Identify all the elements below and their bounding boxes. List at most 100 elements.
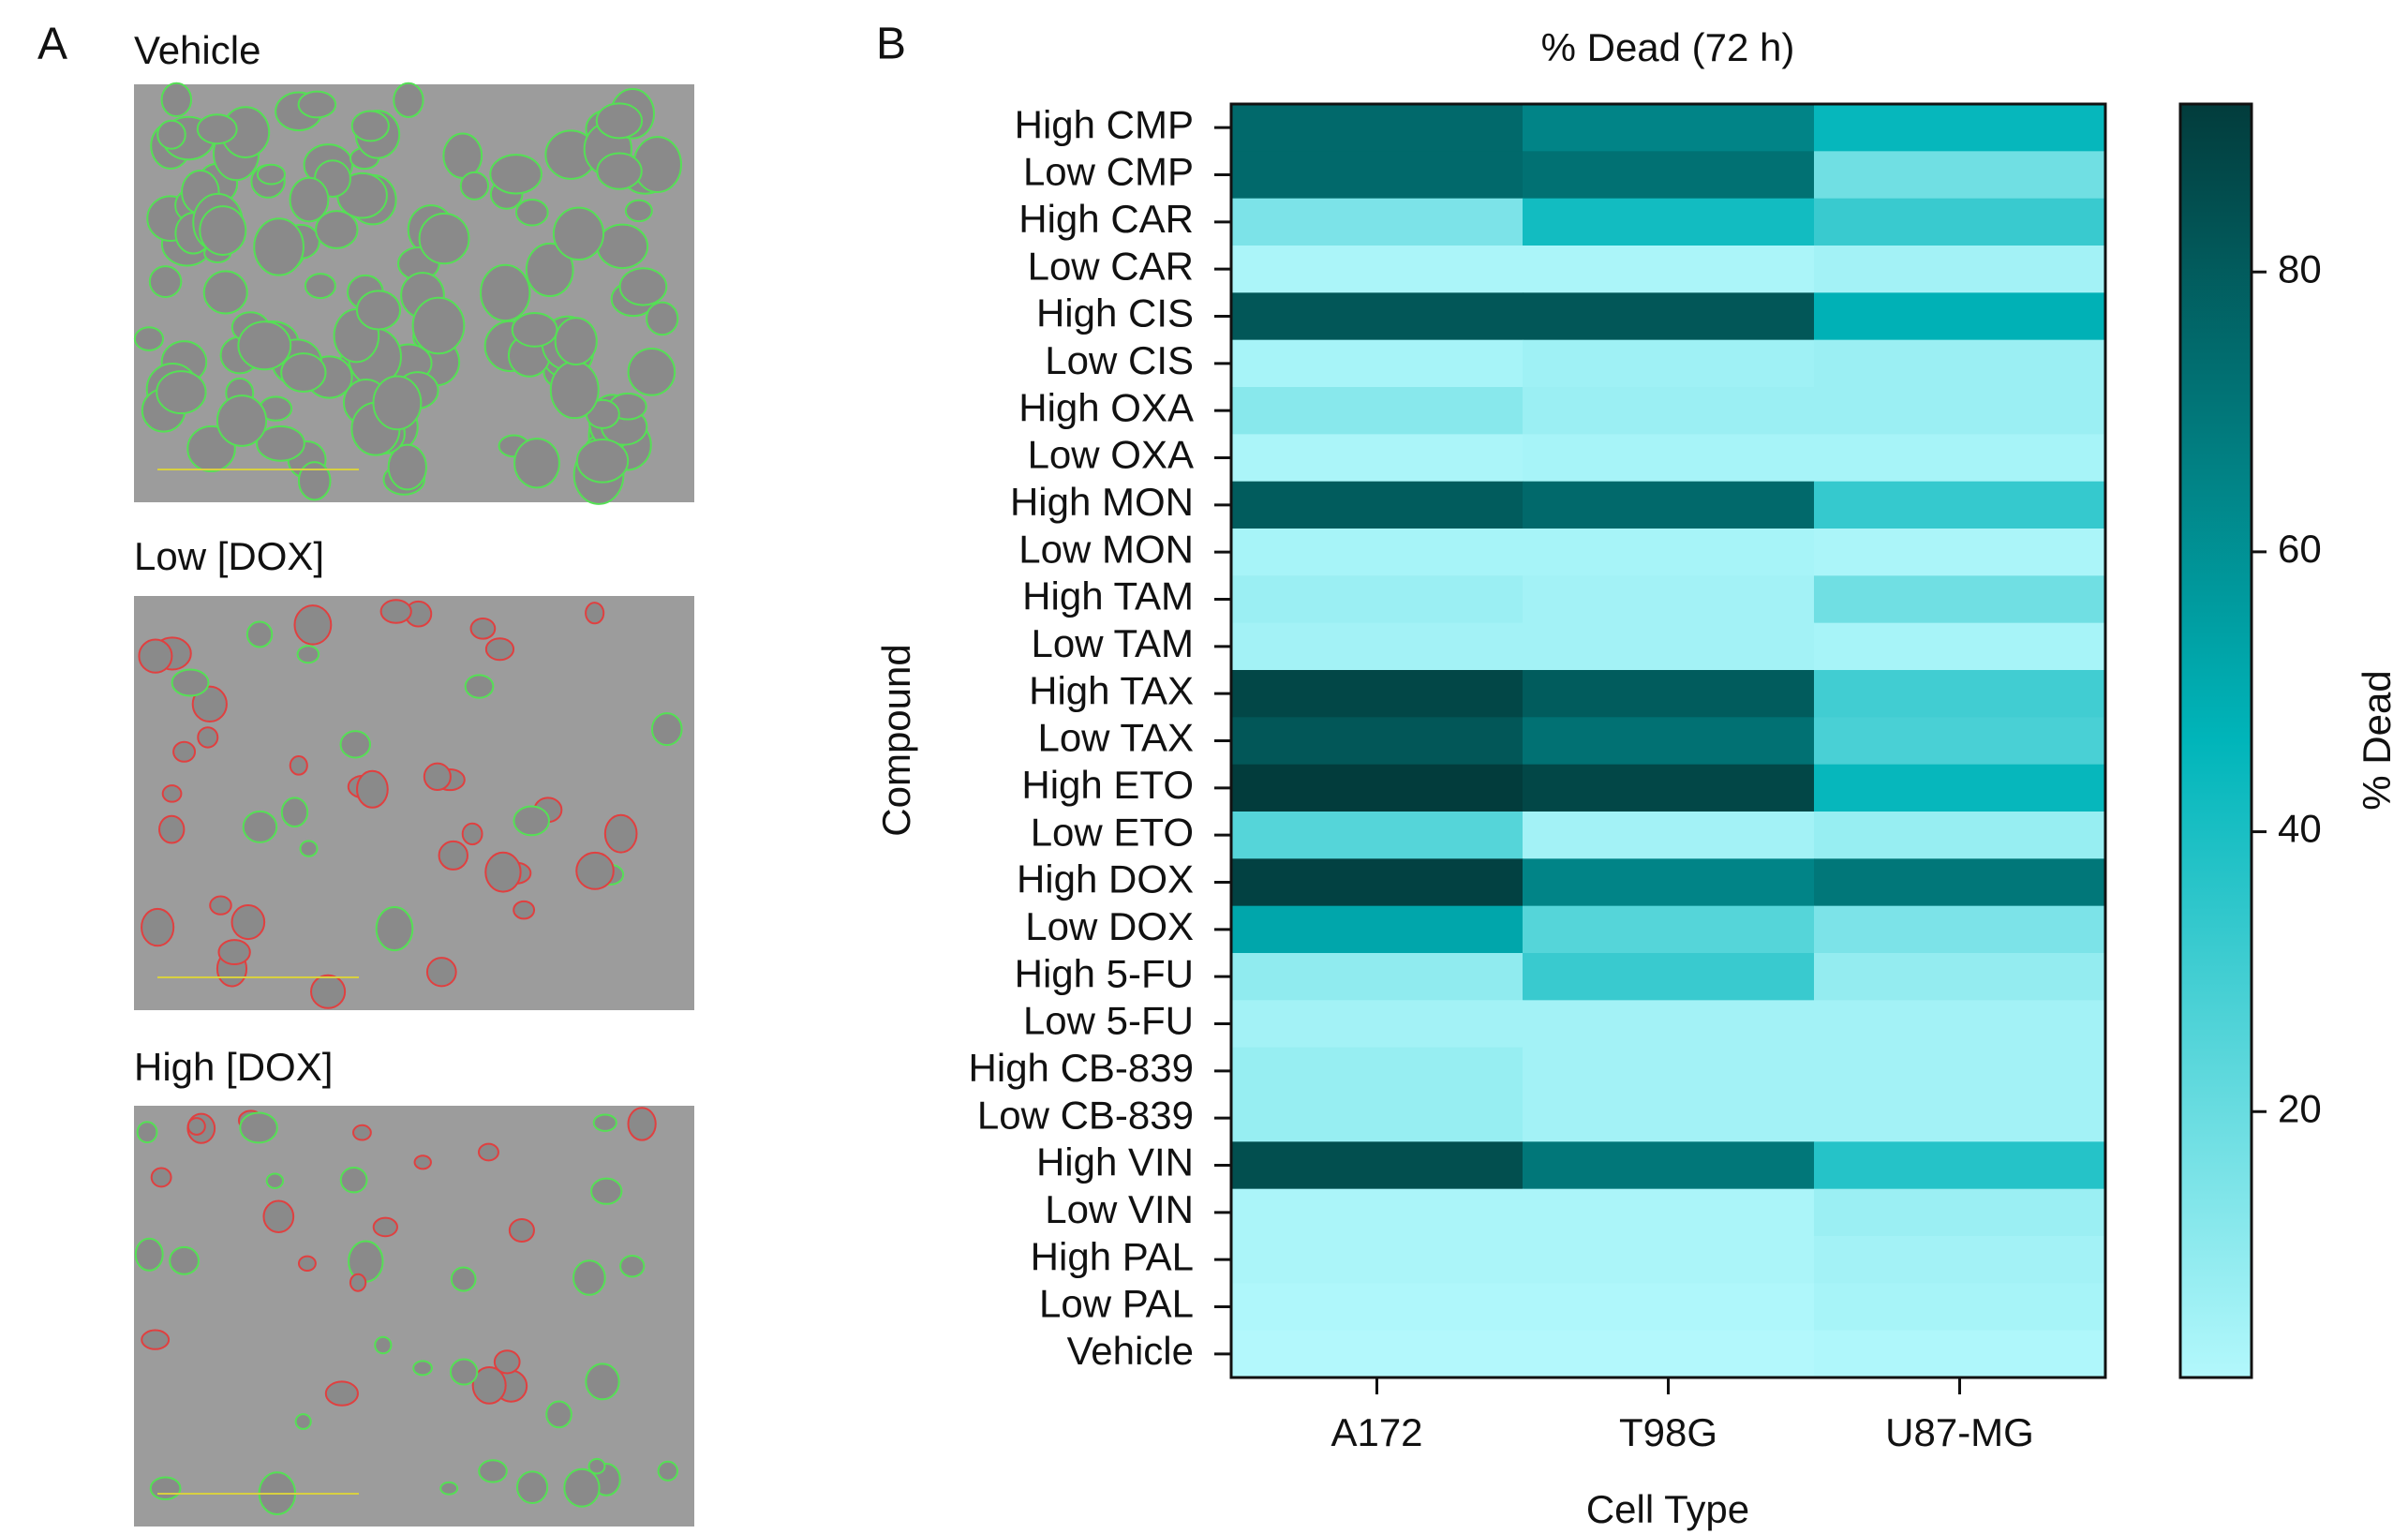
y-tick-label: Low MON [1018,527,1194,571]
cell-outline [463,824,483,844]
cell-outline [240,1112,277,1142]
cell-outline [247,622,272,648]
y-tick-label: High CAR [1018,197,1194,241]
cell-outline [281,353,325,392]
heatmap-cell [1231,1236,1524,1284]
cell-outline [311,976,345,1008]
y-tick-label: Low OXA [1028,433,1194,477]
heatmap-cell [1814,1048,2106,1095]
cell-outline [173,742,195,762]
cell-outline [564,1469,599,1507]
cell-outline [513,313,557,347]
colorbar-label: % Dead [2355,670,2399,810]
heatmap-cell [1231,529,1524,576]
cell-outline [486,638,513,660]
figure: A B Vehicle Low [DOX] High [DOX] % Dead … [0,0,2408,1534]
heatmap-cell [1231,623,1524,671]
heatmap-cell [1814,717,2106,765]
y-tick-label: Low CIS [1045,338,1194,382]
y-tick-label: Low DOX [1025,904,1194,948]
heatmap-cell [1231,1048,1524,1095]
heatmap-cell [1814,1236,2106,1284]
cell-outline [267,1173,283,1187]
cell-outline [381,600,411,623]
x-axis-label: Cell Type [1586,1487,1749,1531]
heatmap-cell [1231,482,1524,529]
x-tick-label: A172 [1330,1410,1422,1454]
cell-outline [305,274,335,298]
cell-outline [586,603,603,623]
heatmap-cell [1231,1141,1524,1189]
cell-outline [626,201,652,222]
heatmap-cell [1231,1283,1524,1331]
cell-outline [554,208,603,260]
cell-outline [413,1361,432,1375]
heatmap-cell [1523,482,1815,529]
cell-outline [172,670,209,696]
cell-outline [341,1168,367,1192]
heatmap-cell [1523,1236,1815,1284]
cell-outline [300,841,317,856]
image-title: High [DOX] [134,1045,333,1089]
heatmap-cell [1523,292,1815,340]
cell-outline [150,266,182,297]
y-tick-label: Low TAM [1032,621,1195,665]
heatmap-cell [1523,529,1815,576]
heatmap-cell [1231,340,1524,388]
cell-outline [471,618,496,639]
y-tick-label: High DOX [1017,857,1194,901]
cell-outline [427,958,456,986]
y-tick-label: High PAL [1031,1234,1194,1278]
heatmap-cell [1814,292,2106,340]
cell-outline [490,155,542,193]
heatmap-cell [1231,246,1524,293]
cell-outline [461,172,488,200]
cell-outline [479,1460,507,1482]
cell-outline [546,1401,572,1427]
cell-outline [481,265,529,320]
cell-outline [374,1218,397,1237]
heatmap-cell [1231,1189,1524,1237]
cell-outline [466,675,494,697]
cell-outline [238,321,290,369]
heatmap-cell [1523,1283,1815,1331]
cell-outline [439,841,468,870]
heatmap-cell [1523,104,1815,152]
heatmap-cell [1523,434,1815,482]
cell-outline [516,200,548,226]
heatmap-cell [1231,104,1524,152]
cell-outline [420,214,469,263]
cell-outline [294,605,331,644]
heatmap-cell [1231,717,1524,765]
heatmap-cell [1231,953,1524,1001]
heatmap-cell [1814,953,2106,1001]
cell-outline [514,439,559,487]
cell-outline [296,1414,311,1429]
heatmap-cell [1231,434,1524,482]
cell-outline [589,1459,605,1474]
cell-outline [373,377,421,430]
cell-outline [198,114,237,143]
cell-outline [652,713,682,745]
cell-outline [495,1350,520,1373]
cell-outline [352,112,389,141]
cell-outline [394,83,423,117]
cell-outline [451,1360,477,1385]
heatmap-cell [1523,340,1815,388]
cell-outline [139,639,171,672]
cell-outline [188,1118,205,1135]
cell-outline [141,1331,169,1349]
cell-outline [620,268,667,305]
colorbar [2180,104,2252,1378]
y-tick-label: High CB-839 [969,1046,1194,1090]
cell-outline [138,1122,157,1142]
cell-outline [415,1155,431,1169]
cell-outline [232,905,265,939]
heatmap-cell [1814,1189,2106,1237]
cell-outline [200,206,245,255]
heatmap-cell [1523,858,1815,906]
colorbar-tick-label: 60 [2278,527,2322,571]
heatmap-cell [1523,151,1815,199]
micrograph [134,596,694,1010]
heatmap-cell [1231,387,1524,435]
